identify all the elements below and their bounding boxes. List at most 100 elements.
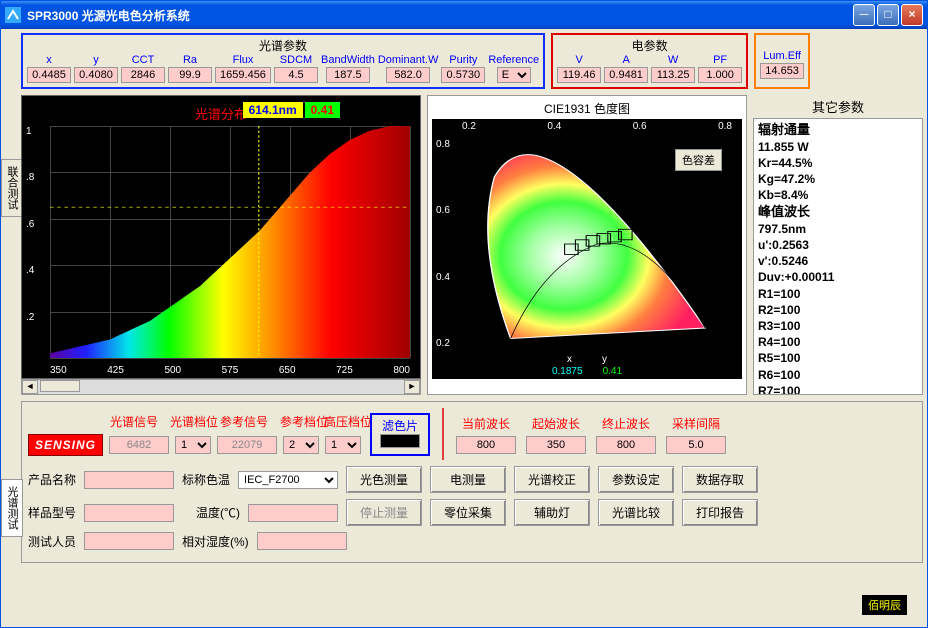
btn-spec-cal[interactable]: 光谱校正 (514, 466, 590, 493)
spectrum-y-axis: 1.8.6.4.2 (26, 126, 41, 358)
val-x: 0.4485 (27, 67, 71, 83)
val-a: 0.9481 (604, 67, 648, 83)
input-humidity[interactable] (257, 532, 347, 550)
v-prime: v':0.5246 (758, 253, 918, 269)
input-product[interactable] (84, 471, 174, 489)
lbl-temp: 温度(℃) (196, 504, 240, 521)
lbl-ra: Ra (183, 54, 197, 66)
scroll-left-arrow[interactable]: ◄ (22, 380, 38, 394)
btn-stop: 停止测量 (346, 499, 422, 526)
lbl-colortemp: 标称色温 (182, 471, 230, 488)
mid-row: 光谱分布 614.1nm 0.41 1.8.6.4.2 350425500575… (21, 95, 923, 395)
btn-aux[interactable]: 辅助灯 (514, 499, 590, 526)
input-cur-wl[interactable] (456, 436, 516, 454)
lbl-spec-gear: 光谱档位 (170, 413, 208, 430)
r2: R2=100 (758, 302, 918, 318)
vtab-spectrum-test[interactable]: 光谱测试 (1, 479, 23, 537)
lbl-flux: Flux (233, 54, 254, 66)
val-dom: 582.0 (386, 67, 430, 83)
input-end-wl[interactable] (596, 436, 656, 454)
spectrum-chart[interactable]: 光谱分布 614.1nm 0.41 1.8.6.4.2 350425500575… (21, 95, 421, 379)
vtab-combined-test[interactable]: 联合测试 (1, 159, 23, 217)
input-sample[interactable] (84, 504, 174, 522)
lbl-start-wl: 起始波长 (526, 415, 586, 432)
lumeff-group: Lum.Eff14.653 (754, 33, 810, 89)
select-ref[interactable]: E (497, 67, 531, 83)
btn-compare[interactable]: 光谱比较 (598, 499, 674, 526)
r6: R6=100 (758, 367, 918, 383)
btn-zero[interactable]: 零位采集 (430, 499, 506, 526)
filter-button[interactable]: 滤色片 (370, 413, 430, 456)
lbl-ref-gear: 参考档位 (280, 413, 318, 430)
input-ref-signal[interactable] (217, 436, 277, 454)
watermark: 佰明辰 (862, 595, 907, 615)
cie-chart[interactable]: 0.20.40.60.8 0.80.60.40.2 色容差 xy 0.18750… (432, 119, 742, 379)
lbl-sdcm: SDCM (280, 54, 312, 66)
lbl-cur-wl: 当前波长 (456, 415, 516, 432)
peak-label: 614.1nm 0.41 (243, 102, 340, 118)
lbl-pf: PF (713, 54, 727, 66)
val-sdcm: 4.5 (274, 67, 318, 83)
scroll-right-arrow[interactable]: ► (404, 380, 420, 394)
select-hv-gear[interactable]: 1 (325, 436, 361, 454)
btn-print[interactable]: 打印报告 (682, 499, 758, 526)
other-list[interactable]: 辐射通量 11.855 W Kr=44.5% Kg=47.2% Kb=8.4% … (753, 118, 923, 395)
bottom-panel: 光谱信号 光谱档位 参考信号 参考档位 高压档位 SENSING 1 2 1 (21, 401, 923, 563)
val-lumeff: 14.653 (760, 63, 804, 79)
val-pur: 0.5730 (441, 67, 485, 83)
btn-photo-meas[interactable]: 光色测量 (346, 466, 422, 493)
minimize-button[interactable]: ─ (853, 4, 875, 26)
lbl-hv-gear: 高压档位 (324, 413, 362, 430)
top-params: 光谱参数 x0.4485 y0.4080 CCT2846 Ra99.9 Flux… (21, 33, 923, 89)
val-bw: 187.5 (326, 67, 370, 83)
peak-value: 0.41 (305, 102, 340, 118)
peak-wl-value: 797.5nm (758, 221, 918, 237)
filter-label: 滤色片 (382, 417, 418, 434)
content-area: 联合测试 光谱测试 光谱参数 x0.4485 y0.4080 CCT2846 R… (1, 29, 927, 627)
btn-data-save[interactable]: 数据存取 (682, 466, 758, 493)
scroll-thumb[interactable] (40, 380, 80, 392)
val-pf: 1.000 (698, 67, 742, 83)
cie-coord-y: 0.41 (603, 366, 622, 377)
lbl-x: x (46, 54, 52, 66)
spectrum-param-title: 光谱参数 (27, 37, 539, 54)
app-window: SPR3000 光源光电色分析系统 ─ □ × 联合测试 光谱测试 光谱参数 x… (0, 0, 928, 628)
lbl-v: V (575, 54, 582, 66)
input-tester[interactable] (84, 532, 174, 550)
lbl-bw: BandWidth (321, 54, 375, 66)
cie-xy-coords: 0.18750.41 (552, 366, 622, 377)
elec-param-group: 电参数 V119.46 A0.9481 W113.25 PF1.000 (551, 33, 748, 89)
input-temp[interactable] (248, 504, 338, 522)
tolerance-button[interactable]: 色容差 (675, 149, 722, 171)
spectrum-param-group: 光谱参数 x0.4485 y0.4080 CCT2846 Ra99.9 Flux… (21, 33, 545, 89)
spectrum-hscroll[interactable]: ◄ ► (21, 379, 421, 395)
btn-param-set[interactable]: 参数设定 (598, 466, 674, 493)
lbl-interval: 采样间隔 (666, 415, 726, 432)
other-title: 其它参数 (753, 95, 923, 118)
input-spec-signal[interactable] (109, 436, 169, 454)
select-colortemp[interactable]: IEC_F2700 (238, 471, 338, 489)
lbl-end-wl: 终止波长 (596, 415, 656, 432)
spectrum-chart-title: 光谱分布 (195, 104, 247, 123)
maximize-button[interactable]: □ (877, 4, 899, 26)
kg: Kg=47.2% (758, 171, 918, 187)
r3: R3=100 (758, 318, 918, 334)
select-ref-gear[interactable]: 2 (283, 436, 319, 454)
select-spec-gear[interactable]: 1 (175, 436, 211, 454)
lbl-pur: Purity (449, 54, 477, 66)
btn-elec-meas[interactable]: 电测量 (430, 466, 506, 493)
input-interval[interactable] (666, 436, 726, 454)
cie-panel: CIE1931 色度图 0.20.40.60.8 0.80.60.40.2 色容… (427, 95, 747, 395)
r7: R7=100 (758, 383, 918, 395)
rad-title: 辐射通量 (758, 121, 918, 139)
val-cct: 2846 (121, 67, 165, 83)
lbl-dom: Dominant.W (378, 54, 439, 66)
other-panel: 其它参数 辐射通量 11.855 W Kr=44.5% Kg=47.2% Kb=… (753, 95, 923, 395)
scroll-track[interactable] (38, 380, 404, 394)
elec-param-title: 电参数 (557, 37, 742, 54)
app-icon (5, 7, 21, 23)
input-start-wl[interactable] (526, 436, 586, 454)
lbl-product: 产品名称 (28, 471, 76, 488)
lbl-a: A (622, 54, 629, 66)
close-button[interactable]: × (901, 4, 923, 26)
